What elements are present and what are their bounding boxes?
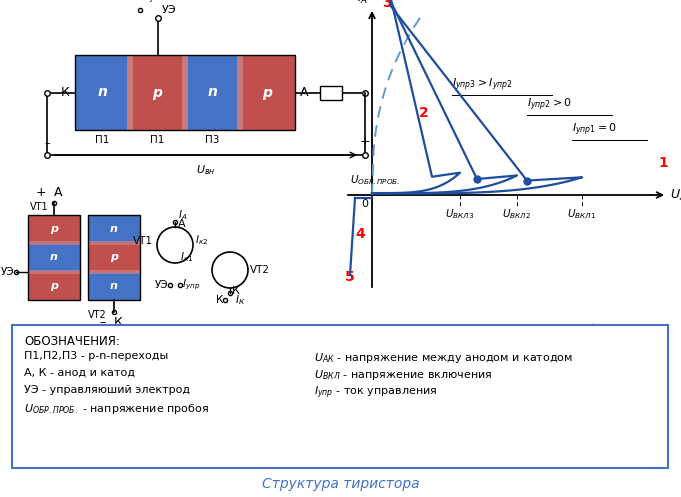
Text: П1,П2,П3 - p-n-переходы: П1,П2,П3 - p-n-переходы (24, 351, 168, 361)
Text: К: К (114, 316, 123, 329)
Bar (28, 244, 80, 272)
Bar (88, 215, 140, 244)
Text: +: + (35, 186, 46, 199)
Text: $I_{к1}$: $I_{к1}$ (180, 250, 193, 264)
Bar (320, 85, 342, 99)
Text: $I_{упр2} > 0$: $I_{упр2} > 0$ (527, 96, 572, 113)
Text: VT2: VT2 (250, 265, 270, 275)
Bar (75, 55, 295, 130)
Bar (237, 55, 243, 130)
Text: Структура тиристора: Структура тиристора (262, 477, 419, 491)
Bar (88, 215, 140, 300)
Text: –: – (44, 138, 50, 148)
Text: $U_{вн}$: $U_{вн}$ (196, 163, 216, 177)
Text: А: А (54, 186, 63, 199)
Text: $I_А$: $I_А$ (357, 0, 368, 6)
Bar (182, 55, 188, 130)
Bar (28, 270, 80, 274)
Text: n: n (110, 224, 118, 234)
Text: а: а (441, 380, 449, 393)
Bar (28, 215, 80, 244)
Text: К: К (61, 86, 70, 99)
Text: К: К (232, 286, 240, 296)
Text: К: К (216, 295, 223, 305)
Text: УЭ: УЭ (155, 280, 168, 290)
Text: $U_{ОБР.ПРОБ.}$: $U_{ОБР.ПРОБ.}$ (350, 173, 400, 187)
Text: УЭ: УЭ (161, 5, 176, 15)
Text: –: – (99, 316, 106, 329)
Text: $I_{упр}$: $I_{упр}$ (182, 278, 200, 292)
Bar (75, 55, 130, 130)
Bar (88, 270, 140, 274)
Text: n: n (97, 85, 108, 99)
Text: p: p (50, 281, 58, 291)
Text: А: А (300, 86, 308, 99)
Bar (130, 55, 185, 130)
Bar (12, 325, 668, 468)
Text: VT1: VT1 (133, 236, 153, 246)
Text: $U_{ВКЛ}$ - напряжение включения: $U_{ВКЛ}$ - напряжение включения (314, 368, 492, 382)
Text: $I_А$: $I_А$ (178, 208, 187, 222)
Text: б: б (556, 380, 564, 393)
Text: p: p (110, 252, 118, 262)
Text: А: А (178, 219, 186, 229)
Text: n: n (50, 252, 58, 262)
Bar (28, 215, 80, 300)
Text: $U_{ВКЛ3}$: $U_{ВКЛ3}$ (445, 208, 475, 222)
Text: –: – (137, 0, 142, 4)
Text: УЭ - управляюший электрод: УЭ - управляюший электрод (24, 385, 190, 395)
Text: П1: П1 (151, 135, 165, 145)
Text: А, К - анод и катод: А, К - анод и катод (24, 368, 135, 378)
Text: $I_{упр1} = 0$: $I_{упр1} = 0$ (572, 122, 617, 138)
Bar (88, 244, 140, 272)
Text: $U_{ОБР.ПРОБ.}$ - напряжение пробоя: $U_{ОБР.ПРОБ.}$ - напряжение пробоя (24, 402, 209, 416)
Text: $U_y$: $U_y$ (141, 0, 155, 6)
Bar (88, 242, 140, 246)
Text: 3: 3 (382, 0, 392, 10)
Bar (185, 55, 240, 130)
Text: 2: 2 (419, 106, 429, 120)
Bar (28, 272, 80, 300)
Text: 0: 0 (361, 199, 368, 209)
Text: VT1: VT1 (30, 202, 48, 212)
Bar (127, 55, 133, 130)
Bar (28, 242, 80, 246)
Text: $U_{ВКЛ2}$: $U_{ВКЛ2}$ (503, 208, 531, 222)
Text: $I_{к2}$: $I_{к2}$ (195, 233, 208, 247)
Text: n: n (208, 85, 217, 99)
Text: VT2: VT2 (88, 310, 107, 320)
Text: П1: П1 (95, 135, 110, 145)
Text: 5: 5 (345, 270, 355, 284)
Text: +: + (360, 135, 370, 148)
Bar (240, 55, 295, 130)
Text: 4: 4 (355, 227, 365, 241)
Text: n: n (110, 281, 118, 291)
Text: $I_{упр}$ - ток управления: $I_{упр}$ - ток управления (314, 385, 437, 402)
Text: $U_{АК}$ - напряжение между анодом и катодом: $U_{АК}$ - напряжение между анодом и кат… (314, 351, 573, 365)
Text: $I_К$: $I_К$ (235, 293, 245, 307)
Text: ОБОЗНАЧЕНИЯ:: ОБОЗНАЧЕНИЯ: (24, 335, 120, 348)
Text: p: p (153, 85, 163, 99)
Text: 1: 1 (658, 156, 668, 170)
Text: П3: П3 (205, 135, 220, 145)
Text: $U_{АК}$: $U_{АК}$ (670, 187, 681, 203)
Text: УЭ: УЭ (1, 267, 14, 277)
Bar (88, 272, 140, 300)
Text: p: p (263, 85, 272, 99)
Text: p: p (50, 224, 58, 234)
Text: $U_{ВКЛ1}$: $U_{ВКЛ1}$ (567, 208, 597, 222)
Text: $I_{упр3} > I_{упр2}$: $I_{упр3} > I_{упр2}$ (452, 77, 513, 93)
